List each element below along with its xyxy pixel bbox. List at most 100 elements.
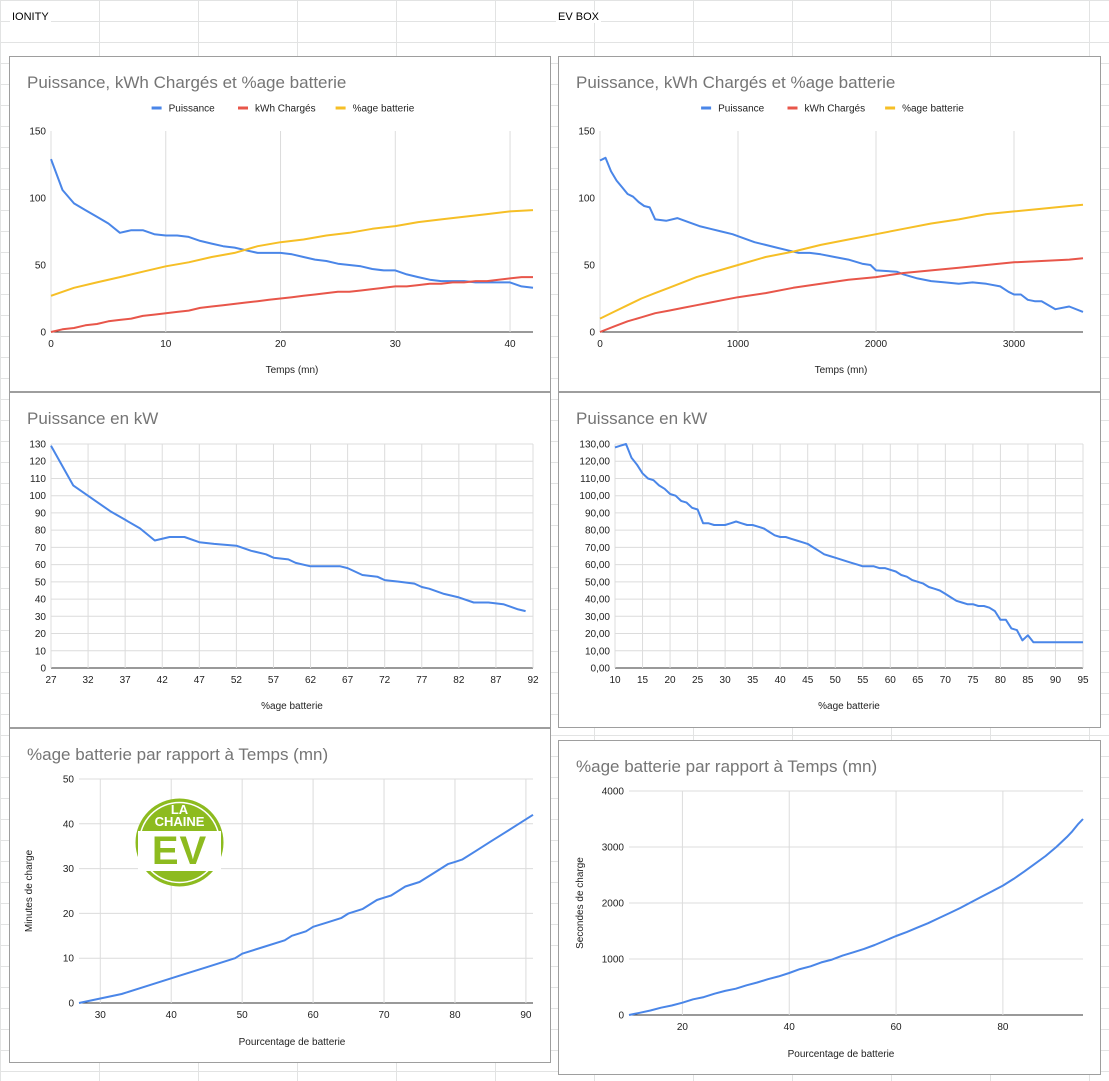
x-tick-label: 45 <box>802 675 814 686</box>
y-tick-label: 20,00 <box>585 629 610 640</box>
y-tick-label: 100 <box>578 194 595 205</box>
x-tick-label: 60 <box>308 1010 320 1021</box>
y-tick-label: 30 <box>63 864 75 875</box>
x-axis-label: Temps (mn) <box>266 365 319 376</box>
logo-text-ev: EV <box>138 831 221 871</box>
y-tick-label: 0 <box>40 664 46 675</box>
chart-panel-evbox-power[interactable]: Puissance en kW 0,00 10,00 20,00 30,00 40,00 5… <box>558 392 1101 728</box>
series-line <box>599 203 1084 320</box>
x-tick-label: 60 <box>890 1022 902 1033</box>
x-tick-label: 90 <box>520 1010 532 1021</box>
x-tick-label: 72 <box>379 675 391 686</box>
y-tick-label: 130,00 <box>579 440 610 451</box>
sheet-label-evbox: EV BOX <box>556 11 601 23</box>
y-tick-label: 50 <box>35 261 47 272</box>
x-tick-label: 55 <box>857 675 869 686</box>
x-tick-label: 30 <box>720 675 732 686</box>
chart-ionity-power: Puissance en kW 0 10 20 30 40 50 60 70 80 90 100 110… <box>27 409 539 712</box>
chart-title: Puissance en kW <box>576 409 707 428</box>
legend-entry: kWh Chargés <box>805 104 866 115</box>
x-tick-label: 40 <box>784 1022 796 1033</box>
y-axis-label: Minutes de charge <box>24 849 35 932</box>
x-tick-label: 10 <box>160 339 172 350</box>
series-line <box>50 209 534 297</box>
y-tick-label: 70 <box>35 543 47 554</box>
y-tick-label: 90,00 <box>585 508 610 519</box>
x-tick-label: 57 <box>268 675 280 686</box>
x-tick-label: 77 <box>416 675 428 686</box>
y-tick-label: 40 <box>35 595 47 606</box>
chart-title: Puissance en kW <box>27 409 158 428</box>
legend-entry: %age batterie <box>902 104 964 115</box>
y-tick-label: 30 <box>35 612 47 623</box>
y-tick-label: 3000 <box>602 843 625 854</box>
chart-panel-ionity-power[interactable]: Puissance en kW 0 10 20 30 40 50 60 70 80 90 100 110… <box>9 392 551 728</box>
y-tick-label: 120,00 <box>579 457 610 468</box>
series-line <box>599 257 1084 333</box>
y-tick-label: 60 <box>35 560 47 571</box>
x-tick-label: 37 <box>120 675 132 686</box>
x-tick-label: 0 <box>597 339 603 350</box>
series-line <box>614 443 1083 644</box>
x-tick-label: 62 <box>305 675 317 686</box>
chart-panel-evbox-time[interactable]: %age batterie par rapport à Temps (mn) 0 1… <box>558 740 1101 1075</box>
y-tick-label: 0 <box>618 1011 624 1022</box>
x-tick-label: 20 <box>275 339 287 350</box>
chart-evbox-multi: Puissance, kWh Chargés et %age batterie P… <box>576 73 1084 376</box>
x-tick-label: 30 <box>390 339 402 350</box>
chart-panel-ionity-multi[interactable]: Puissance, kWh Chargés et %age batterie P… <box>9 56 551 392</box>
x-tick-label: 65 <box>912 675 924 686</box>
x-tick-label: 92 <box>527 675 539 686</box>
x-tick-label: 50 <box>830 675 842 686</box>
chart-title: %age batterie par rapport à Temps (mn) <box>576 757 877 776</box>
y-tick-label: 40,00 <box>585 595 610 606</box>
x-tick-label: 52 <box>231 675 243 686</box>
x-tick-label: 75 <box>967 675 979 686</box>
y-tick-label: 80 <box>35 526 47 537</box>
y-tick-label: 100 <box>29 194 46 205</box>
x-tick-label: 85 <box>1022 675 1034 686</box>
x-tick-label: 50 <box>237 1010 249 1021</box>
x-axis-label: Pourcentage de batterie <box>788 1049 895 1060</box>
x-tick-label: 70 <box>940 675 952 686</box>
la-chaine-ev-logo: LA CHAINE EV <box>134 797 225 888</box>
y-tick-label: 30,00 <box>585 612 610 623</box>
y-tick-label: 150 <box>29 127 46 138</box>
y-tick-label: 20 <box>63 909 75 920</box>
x-tick-label: 1000 <box>727 339 750 350</box>
y-tick-label: 120 <box>29 457 46 468</box>
y-tick-label: 100,00 <box>579 491 610 502</box>
x-tick-label: 2000 <box>865 339 888 350</box>
series-line <box>628 818 1084 1016</box>
y-tick-label: 10 <box>35 646 47 657</box>
x-tick-label: 95 <box>1077 675 1089 686</box>
x-axis-label: %age batterie <box>261 701 323 712</box>
y-tick-label: 100 <box>29 491 46 502</box>
x-tick-label: 20 <box>664 675 676 686</box>
y-tick-label: 1000 <box>602 955 625 966</box>
logo-text-chaine: CHAINE <box>154 814 205 829</box>
x-tick-label: 80 <box>995 675 1007 686</box>
legend-entry: %age batterie <box>353 104 415 115</box>
legend-entry: Puissance <box>169 104 216 115</box>
legend-entry: Puissance <box>718 104 765 115</box>
chart-panel-ionity-time[interactable]: %age batterie par rapport à Temps (mn) 0 1… <box>9 728 551 1063</box>
x-tick-label: 82 <box>453 675 465 686</box>
y-tick-label: 130 <box>29 440 46 451</box>
x-tick-label: 25 <box>692 675 704 686</box>
x-tick-label: 90 <box>1050 675 1062 686</box>
x-tick-label: 80 <box>997 1022 1009 1033</box>
x-tick-label: 30 <box>95 1010 107 1021</box>
y-tick-label: 0,00 <box>591 664 611 675</box>
chart-title: Puissance, kWh Chargés et %age batterie <box>576 73 895 92</box>
y-tick-label: 0 <box>589 328 595 339</box>
y-tick-label: 50 <box>35 577 47 588</box>
y-tick-label: 150 <box>578 127 595 138</box>
x-tick-label: 60 <box>885 675 897 686</box>
x-tick-label: 40 <box>166 1010 178 1021</box>
x-tick-label: 70 <box>378 1010 390 1021</box>
y-tick-label: 4000 <box>602 787 625 798</box>
chart-panel-evbox-multi[interactable]: Puissance, kWh Chargés et %age batterie P… <box>558 56 1101 392</box>
chart-evbox-power: Puissance en kW 0,00 10,00 20,00 30,00 40,00 5… <box>576 409 1089 712</box>
series-line <box>50 276 533 333</box>
